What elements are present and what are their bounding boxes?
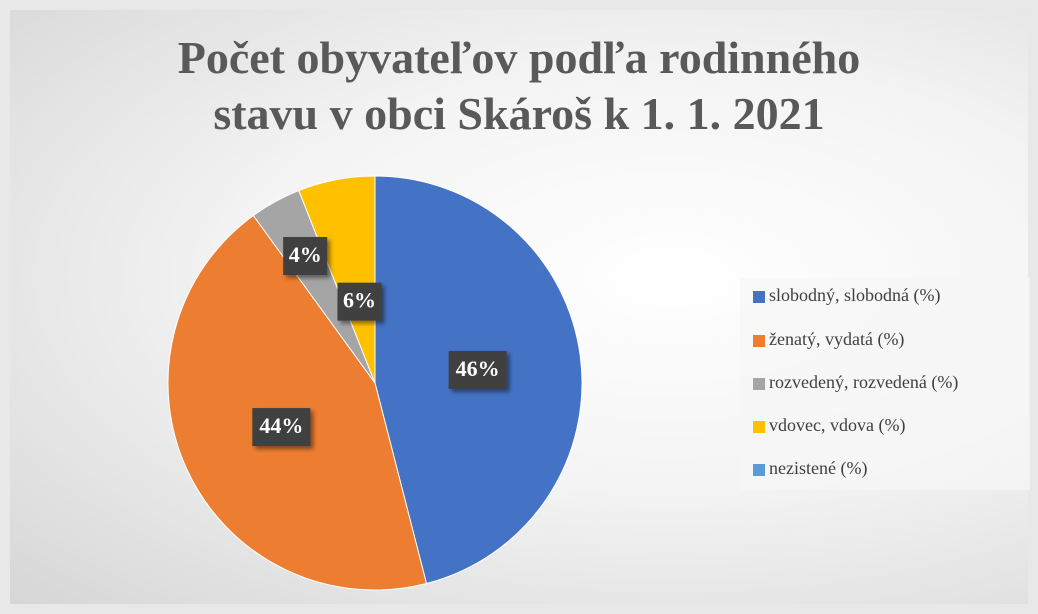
legend-label: rozvedený, rozvedená (%) xyxy=(769,372,958,393)
legend-swatch xyxy=(753,291,765,303)
data-label: 4% xyxy=(289,242,322,267)
chart-title: Počet obyvateľov podľa rodinného stavu v… xyxy=(177,32,861,139)
pie-slice xyxy=(167,214,428,591)
data-label-box xyxy=(252,408,311,447)
legend-swatch xyxy=(753,335,765,347)
data-label: 46% xyxy=(456,356,500,381)
legend-label: vdovec, vdova (%) xyxy=(769,415,905,436)
legend-swatch xyxy=(753,464,765,476)
data-label: 44% xyxy=(259,413,303,438)
legend-label: ženatý, vydatá (%) xyxy=(769,329,904,350)
legend-label: slobodný, slobodná (%) xyxy=(769,285,940,306)
legend-box xyxy=(740,278,1030,490)
data-label-box xyxy=(448,351,507,390)
data-label-box xyxy=(283,237,328,276)
legend-swatch xyxy=(753,378,765,390)
legend-swatch xyxy=(753,421,765,433)
pie-slice xyxy=(298,175,376,384)
data-label-box xyxy=(337,282,382,321)
legend-label: nezistené (%) xyxy=(769,458,867,479)
data-label: 6% xyxy=(343,288,376,313)
